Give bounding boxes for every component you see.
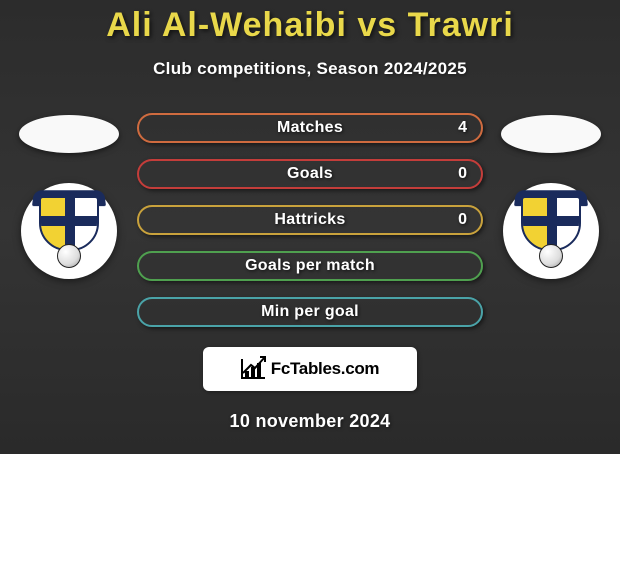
stat-row: Goals 0 (137, 159, 483, 189)
player-photo-placeholder (501, 115, 601, 153)
club-badge-left (21, 183, 117, 279)
stat-label: Min per goal (261, 303, 359, 321)
stat-value: 0 (458, 165, 467, 183)
stat-label: Goals (287, 165, 333, 183)
date-text: 10 november 2024 (0, 411, 620, 432)
stat-row: Goals per match (137, 251, 483, 281)
stat-value: 0 (458, 211, 467, 229)
bar-chart-icon (241, 359, 265, 379)
stat-label: Matches (277, 119, 343, 137)
stat-value: 4 (458, 119, 467, 137)
club-badge-right (503, 183, 599, 279)
stat-row: Min per goal (137, 297, 483, 327)
stats-column: Matches 4 Goals 0 Hattricks 0 Goals per … (137, 113, 483, 327)
stat-row: Hattricks 0 (137, 205, 483, 235)
right-player-column (501, 113, 601, 279)
shield-icon (521, 196, 581, 266)
comparison-card: Ali Al-Wehaibi vs Trawri Club competitio… (0, 0, 620, 454)
player-photo-placeholder (19, 115, 119, 153)
left-player-column (19, 113, 119, 279)
stat-label: Goals per match (245, 257, 375, 275)
page-title: Ali Al-Wehaibi vs Trawri (0, 6, 620, 45)
subtitle: Club competitions, Season 2024/2025 (0, 59, 620, 79)
brand-name: FcTables.com (271, 359, 380, 379)
brand-box: FcTables.com (203, 347, 417, 391)
stat-row: Matches 4 (137, 113, 483, 143)
stat-label: Hattricks (274, 211, 345, 229)
shield-icon (39, 196, 99, 266)
content-row: Matches 4 Goals 0 Hattricks 0 Goals per … (0, 113, 620, 327)
